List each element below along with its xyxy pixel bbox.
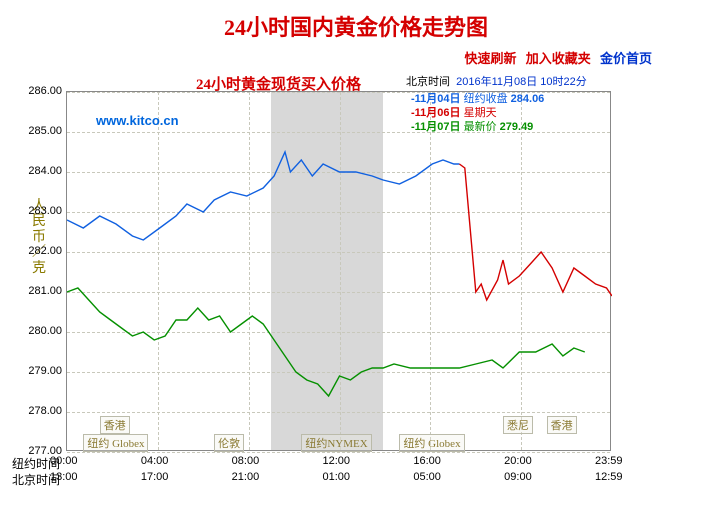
xtick: 00:00 <box>50 455 78 467</box>
xtick: 21:00 <box>232 471 260 483</box>
xtick: 01:00 <box>323 471 351 483</box>
home-link[interactable]: 金价首页 <box>600 51 652 66</box>
legend: -11月04日 纽约收盘 284.06-11月06日 星期天 -11月07日 最… <box>411 93 544 134</box>
ytick: 286.00 <box>12 85 62 97</box>
xtick: 23:59 <box>595 455 623 467</box>
ytick: 284.00 <box>12 165 62 177</box>
timestamp: 北京时间 2016年11月08日 10时22分 <box>406 76 587 90</box>
ytick: 283.00 <box>12 205 62 217</box>
ytick: 279.00 <box>12 365 62 377</box>
ytick: 280.00 <box>12 325 62 337</box>
favorite-link[interactable]: 加入收藏夹 <box>526 51 591 66</box>
page-title: 24小时国内黄金价格走势图 <box>0 0 712 48</box>
series-line <box>67 288 585 396</box>
watermark: www.kitco.cn <box>96 113 179 128</box>
series-svg <box>67 92 612 452</box>
ytick: 282.00 <box>12 245 62 257</box>
xtick: 09:00 <box>504 471 532 483</box>
ytick: 285.00 <box>12 125 62 137</box>
xtick: 20:00 <box>504 455 532 467</box>
xtick: 17:00 <box>141 471 169 483</box>
ytick: 278.00 <box>12 405 62 417</box>
xtick: 12:00 <box>323 455 351 467</box>
xtick: 13:00 <box>50 471 78 483</box>
xtick: 08:00 <box>232 455 260 467</box>
chart: 人民币／克香港香港悉尼纽约 Globex伦敦纽约NYMEX纽约 Globex28… <box>11 73 701 493</box>
refresh-link[interactable]: 快速刷新 <box>464 51 516 66</box>
xtick: 04:00 <box>141 455 169 467</box>
xtick: 16:00 <box>413 455 441 467</box>
xtick: 12:59 <box>595 471 623 483</box>
ytick: 281.00 <box>12 285 62 297</box>
series-line <box>67 152 459 240</box>
plot-area: 香港香港悉尼纽约 Globex伦敦纽约NYMEX纽约 Globex <box>66 91 611 451</box>
chart-header: 24小时黄金现货买入价格 <box>196 73 361 94</box>
xtick: 05:00 <box>413 471 441 483</box>
series-line <box>459 164 612 300</box>
top-links: 快速刷新 加入收藏夹 金价首页 <box>0 48 712 73</box>
